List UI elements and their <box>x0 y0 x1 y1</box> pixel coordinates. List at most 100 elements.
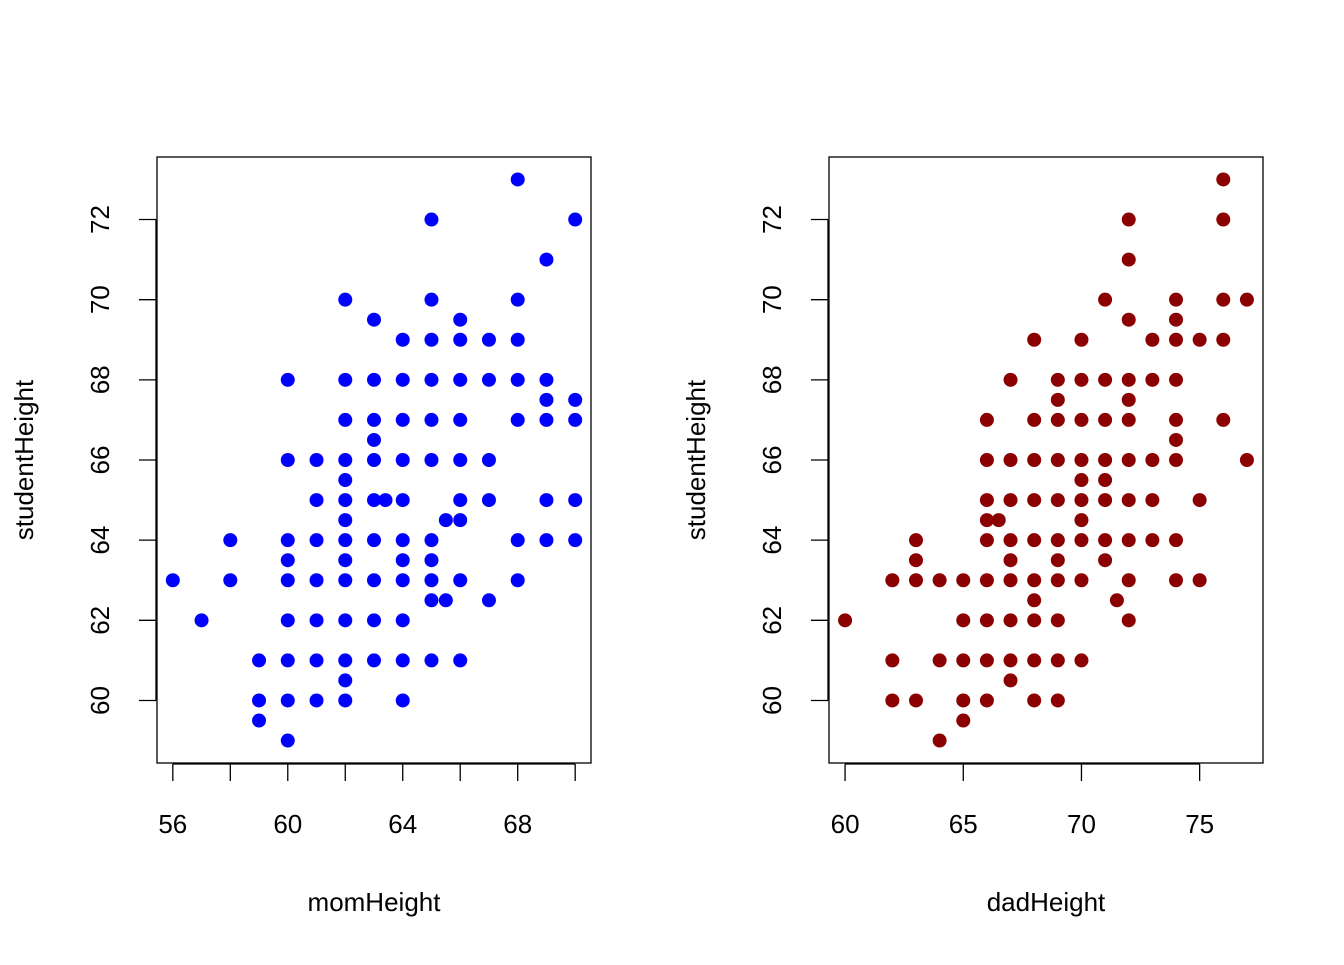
data-point <box>1239 453 1254 467</box>
data-point <box>568 412 583 427</box>
data-point <box>510 172 525 187</box>
data-point <box>453 453 468 467</box>
data-point <box>1027 613 1042 628</box>
data-point <box>1216 332 1231 347</box>
data-point <box>309 533 324 548</box>
data-point <box>424 573 439 588</box>
data-point <box>908 533 923 548</box>
data-point <box>1074 453 1089 467</box>
data-point <box>395 372 410 387</box>
data-point <box>453 312 468 327</box>
data-point <box>481 453 496 467</box>
x-tick-label: 64 <box>388 809 417 839</box>
data-point <box>1121 493 1136 508</box>
data-point <box>1192 493 1207 508</box>
data-point <box>908 573 923 588</box>
data-point <box>453 573 468 588</box>
data-point <box>424 372 439 387</box>
data-point <box>510 533 525 548</box>
data-point <box>956 573 971 588</box>
data-point <box>424 553 439 568</box>
data-point <box>510 573 525 588</box>
data-point <box>252 653 267 668</box>
data-point <box>280 733 295 748</box>
y-tick-label: 62 <box>757 606 787 635</box>
data-point <box>338 513 353 528</box>
data-point <box>1003 493 1018 508</box>
data-point <box>1074 493 1089 508</box>
data-point <box>338 412 353 427</box>
data-point <box>1074 473 1089 488</box>
data-point <box>252 693 267 708</box>
data-point <box>979 493 994 508</box>
data-point <box>395 493 410 508</box>
data-point <box>280 693 295 708</box>
data-point <box>438 593 453 608</box>
data-point <box>309 693 324 708</box>
data-point <box>979 613 994 628</box>
y-tick-label: 66 <box>85 446 115 475</box>
data-point <box>1050 553 1065 568</box>
data-point <box>1216 212 1231 227</box>
data-point <box>424 593 439 608</box>
data-point <box>1145 533 1160 548</box>
data-point <box>395 653 410 668</box>
data-point <box>908 553 923 568</box>
data-point <box>367 573 381 588</box>
data-point <box>1003 653 1018 668</box>
data-point <box>338 473 353 488</box>
data-point <box>1216 292 1231 307</box>
data-point <box>1074 372 1089 387</box>
data-point <box>1216 172 1231 187</box>
data-point <box>1121 573 1136 588</box>
data-point <box>908 693 923 708</box>
data-point <box>338 573 353 588</box>
data-point <box>424 332 439 347</box>
data-point <box>1003 372 1018 387</box>
data-point <box>539 372 554 387</box>
data-point <box>1239 292 1254 307</box>
x-tick-label: 70 <box>1067 809 1096 839</box>
data-point <box>367 432 381 447</box>
data-point <box>338 673 353 688</box>
x-axis-title: momHeight <box>308 887 442 917</box>
data-point <box>481 593 496 608</box>
data-point <box>568 493 583 508</box>
data-point <box>991 513 1006 528</box>
data-point <box>1074 573 1089 588</box>
data-point <box>1003 553 1018 568</box>
data-point <box>252 713 267 728</box>
data-point <box>453 372 468 387</box>
y-tick-label: 70 <box>757 285 787 314</box>
data-point <box>438 513 453 528</box>
data-point <box>568 533 583 548</box>
data-point <box>309 453 324 467</box>
data-point <box>979 533 994 548</box>
data-point <box>1098 473 1113 488</box>
data-point <box>1098 533 1113 548</box>
data-point <box>1169 432 1184 447</box>
data-point <box>1192 332 1207 347</box>
data-point <box>932 653 947 668</box>
data-point <box>956 613 971 628</box>
data-point <box>932 733 947 748</box>
data-point <box>1145 453 1160 467</box>
data-point <box>338 372 353 387</box>
data-point <box>1050 372 1065 387</box>
data-point <box>1169 412 1184 427</box>
data-point <box>367 372 381 387</box>
data-point <box>367 312 381 327</box>
data-point <box>395 553 410 568</box>
data-point <box>1003 613 1018 628</box>
data-point <box>932 573 947 588</box>
data-point <box>1003 673 1018 688</box>
data-point <box>1074 412 1089 427</box>
x-tick-label: 65 <box>949 809 978 839</box>
data-point <box>1192 573 1207 588</box>
data-point <box>1121 252 1136 267</box>
data-point <box>1050 613 1065 628</box>
x-tick-label: 56 <box>158 809 187 839</box>
plot-frame <box>828 156 1264 764</box>
data-point <box>1121 212 1136 227</box>
